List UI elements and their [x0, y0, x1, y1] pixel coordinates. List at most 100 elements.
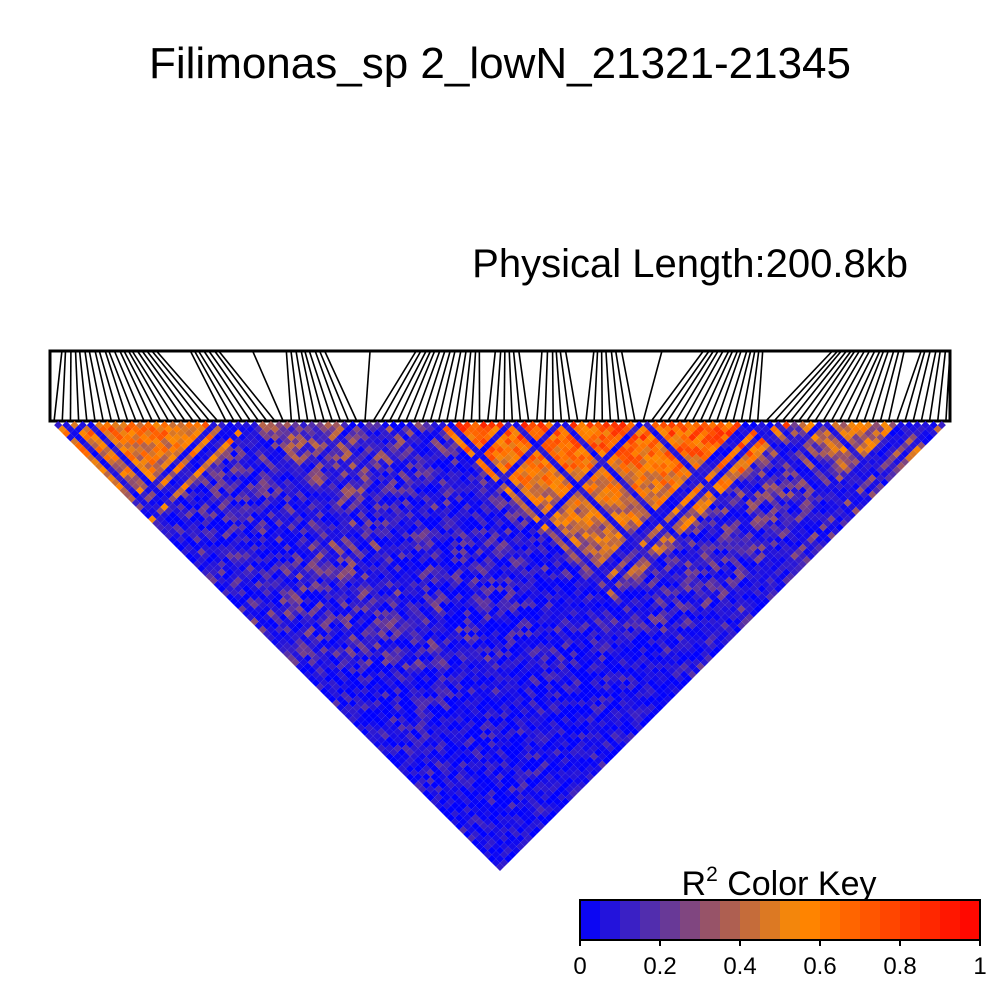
ld-cell	[606, 474, 615, 483]
ld-cell	[585, 658, 595, 667]
ld-cell	[585, 494, 595, 503]
ld-cell	[729, 613, 738, 622]
ld-cell	[487, 674, 496, 683]
ld-cell	[500, 474, 509, 483]
ld-cell	[524, 506, 533, 516]
ld-cell	[315, 461, 325, 471]
ld-cell	[545, 797, 554, 806]
ld-cell	[491, 727, 500, 736]
ld-cell	[103, 445, 112, 454]
ld-cell	[487, 470, 496, 479]
ld-cell	[585, 772, 595, 781]
ld-cell	[675, 633, 685, 642]
ld-cell	[258, 592, 267, 601]
ld-cell	[536, 576, 545, 585]
ld-cell	[401, 515, 410, 524]
ld-cell	[311, 449, 320, 458]
ld-cell	[405, 576, 415, 585]
ld-cell	[397, 617, 406, 626]
ld-cell	[594, 674, 603, 683]
ld-cell	[545, 731, 554, 741]
ld-cell	[450, 605, 460, 614]
ld-cell	[614, 474, 623, 483]
ld-cell	[504, 756, 513, 765]
ld-cell	[536, 789, 545, 798]
ld-cell	[344, 629, 353, 638]
ld-cell	[381, 691, 390, 700]
ld-cell	[651, 674, 660, 683]
ld-cell	[491, 547, 500, 556]
ld-cell	[663, 670, 672, 679]
ld-cell	[405, 617, 415, 626]
ld-cell	[225, 470, 235, 479]
ld-cell	[663, 686, 672, 696]
ld-cell	[446, 437, 455, 446]
ld-cell	[491, 449, 500, 458]
ld-cell	[737, 613, 746, 622]
ld-cell	[487, 666, 496, 675]
ld-cell	[405, 641, 415, 651]
ld-cell	[495, 772, 505, 781]
ld-cell	[307, 535, 316, 544]
ld-cell	[528, 609, 537, 618]
ld-cell	[553, 617, 562, 626]
ld-cell	[524, 531, 533, 540]
ld-cell	[516, 817, 525, 826]
ld-cell	[729, 629, 738, 638]
ld-cell	[230, 572, 239, 581]
ld-cell	[389, 731, 398, 741]
ld-cell	[549, 719, 558, 728]
ld-cell	[622, 711, 631, 720]
ld-cell	[381, 527, 390, 536]
ld-cell	[516, 744, 525, 753]
ld-cell	[275, 527, 284, 536]
ld-cell	[479, 527, 488, 536]
ld-cell	[700, 650, 709, 659]
ld-cell	[230, 466, 239, 475]
ld-cell	[463, 830, 472, 839]
snp-connector-line	[871, 350, 895, 422]
ld-cell	[414, 748, 423, 757]
snp-connector-line	[699, 350, 734, 422]
ld-cell	[581, 768, 590, 777]
ld-cell	[70, 421, 79, 430]
ld-cell	[369, 564, 378, 573]
ld-cell	[585, 666, 595, 675]
ld-cell	[275, 551, 284, 561]
ld-cell	[434, 531, 443, 540]
ld-cell	[651, 584, 660, 593]
ld-cell	[581, 564, 590, 573]
ld-cell	[610, 699, 619, 708]
ld-cell	[242, 494, 251, 503]
ld-cell	[287, 474, 296, 483]
ld-cell	[356, 568, 365, 577]
ld-cell	[581, 613, 590, 622]
ld-cell	[528, 699, 537, 708]
ld-cell	[250, 560, 259, 569]
snp-connector-line	[555, 350, 563, 422]
ld-cell	[307, 478, 316, 487]
ld-cell	[647, 637, 656, 646]
ld-cell	[111, 453, 120, 462]
ld-cell	[581, 474, 590, 483]
ld-cell	[430, 731, 439, 741]
ld-cell	[205, 433, 214, 442]
ld-cell	[500, 572, 509, 581]
ld-cell	[688, 596, 697, 606]
ld-cell	[291, 633, 300, 642]
ld-cell	[373, 740, 382, 749]
ld-cell	[82, 449, 91, 458]
ld-cell	[618, 543, 627, 552]
ld-cell	[475, 621, 484, 630]
snp-connector-line	[518, 350, 530, 422]
ld-cell	[516, 809, 525, 818]
ld-cell	[594, 486, 603, 495]
ld-cell	[475, 752, 484, 761]
ld-cell	[344, 613, 353, 622]
ld-cell	[524, 686, 533, 696]
ld-cell	[618, 699, 627, 708]
ld-cell	[127, 429, 136, 438]
ld-cell	[320, 662, 329, 671]
ld-cell	[557, 466, 566, 475]
